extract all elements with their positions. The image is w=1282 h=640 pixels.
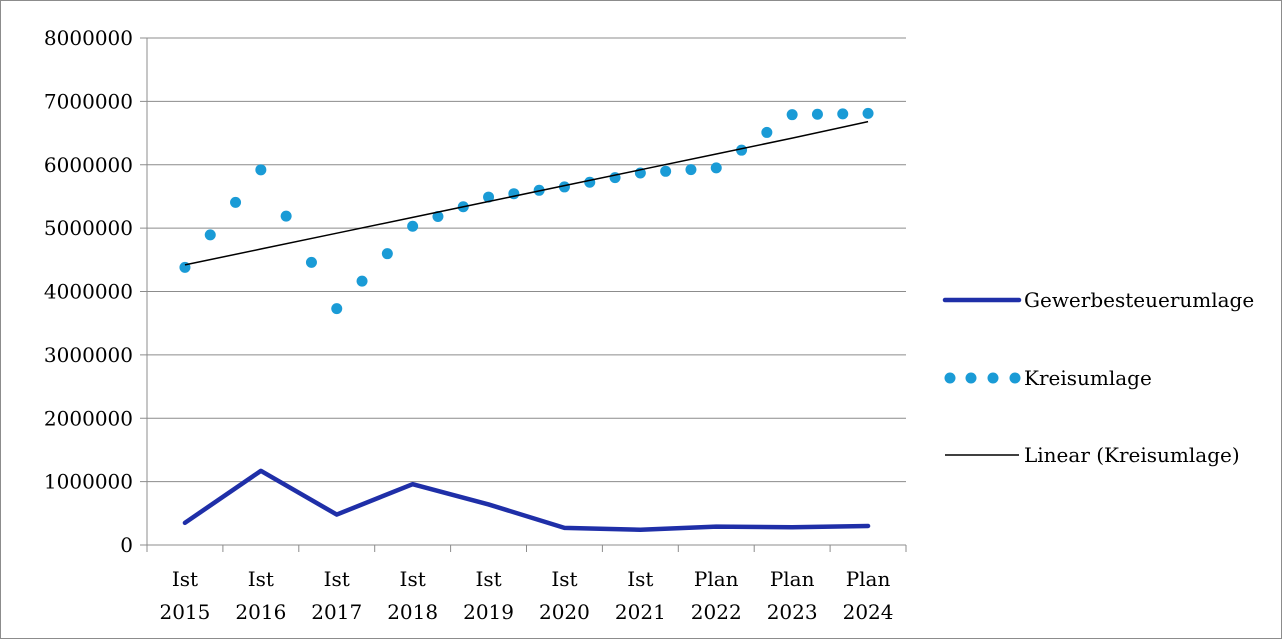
x-tick-label-line: Ist <box>172 567 198 591</box>
legend-item: Gewerbesteuerumlage <box>945 288 1254 312</box>
x-tick-label: Plan 2022 <box>691 567 742 624</box>
gridlines <box>147 38 906 482</box>
x-tick-label-line: 2024 <box>843 600 894 624</box>
x-tick-label-line: Ist <box>475 567 501 591</box>
legend-swatch-dot <box>988 373 999 384</box>
x-tick-label-line: Plan <box>694 567 739 591</box>
x-tick-label: Plan 2024 <box>843 567 894 624</box>
trend-line <box>185 122 868 265</box>
y-axis-tick-labels: 0 1000000 2000000 3000000 4000000 5000000 6000… <box>44 26 133 557</box>
series-linear-kreisumlage <box>185 122 868 265</box>
y-tick-label: 0 <box>120 533 133 557</box>
dot-marker <box>787 109 798 120</box>
x-tick-label: Ist 2017 <box>311 567 362 624</box>
y-tick-label: 8000000 <box>44 26 133 50</box>
legend-label: Kreisumlage <box>1024 366 1152 390</box>
y-tick-label: 6000000 <box>44 153 133 177</box>
legend-label: Gewerbesteuerumlage <box>1024 288 1254 312</box>
x-tick-label-line: Ist <box>627 567 653 591</box>
x-tick-label-line: 2015 <box>159 600 210 624</box>
x-axis-tick-labels: Ist 2015 Ist 2016 Ist 2017 Ist 2018 Ist 2019 Ist 20… <box>159 567 893 624</box>
legend-swatch-dot <box>945 373 956 384</box>
dot-marker <box>711 162 722 173</box>
series-gewerbesteuerumlage <box>185 471 868 530</box>
legend: Gewerbesteuerumlage Kreisumlage Linear (Kr… <box>945 288 1255 467</box>
dot-marker <box>761 127 772 138</box>
x-tick-label-line: Ist <box>551 567 577 591</box>
dot-marker <box>205 229 216 240</box>
dot-marker <box>685 164 696 175</box>
x-tick-label-line: Plan <box>770 567 815 591</box>
dot-marker <box>812 109 823 120</box>
x-tick-label-line: 2022 <box>691 600 742 624</box>
x-tick-label-line: Ist <box>324 567 350 591</box>
series-line <box>185 471 868 530</box>
x-tick-label: Ist 2019 <box>463 567 514 624</box>
dot-marker <box>331 303 342 314</box>
series-kreisumlage <box>179 108 873 314</box>
dot-marker <box>306 257 317 268</box>
x-tick-label-line: Plan <box>846 567 891 591</box>
dot-marker <box>584 177 595 188</box>
dot-marker <box>230 197 241 208</box>
dot-marker <box>281 211 292 222</box>
y-tick-label: 7000000 <box>44 89 133 113</box>
y-tick-label: 4000000 <box>44 280 133 304</box>
dot-marker <box>837 108 848 119</box>
x-tick-label: Plan 2023 <box>767 567 818 624</box>
dot-marker <box>660 166 671 177</box>
dot-marker <box>357 276 368 287</box>
x-tick-label-line: 2017 <box>311 600 362 624</box>
x-tick-label-line: 2023 <box>767 600 818 624</box>
x-tick-label: Ist 2015 <box>159 567 210 624</box>
x-tick-label-line: 2021 <box>615 600 666 624</box>
legend-item: Linear (Kreisumlage) <box>945 443 1240 467</box>
y-tick-label: 2000000 <box>44 406 133 430</box>
legend-label: Linear (Kreisumlage) <box>1024 443 1240 467</box>
dot-marker <box>382 248 393 259</box>
x-tick-label-line: Ist <box>400 567 426 591</box>
x-tick-label-line: 2016 <box>235 600 286 624</box>
dot-marker <box>407 221 418 232</box>
y-tick-label: 5000000 <box>44 216 133 240</box>
series-layer <box>179 108 873 530</box>
x-tick-label: Ist 2021 <box>615 567 666 624</box>
y-tick-label: 1000000 <box>44 470 133 494</box>
x-tick-label: Ist 2020 <box>539 567 590 624</box>
x-tick-label-line: Ist <box>248 567 274 591</box>
legend-swatch-dot <box>966 373 977 384</box>
legend-swatch-dot <box>1010 373 1021 384</box>
x-tick-label: Ist 2018 <box>387 567 438 624</box>
x-tick-label: Ist 2016 <box>235 567 286 624</box>
y-tick-label: 3000000 <box>44 343 133 367</box>
x-tick-label-line: 2020 <box>539 600 590 624</box>
dot-marker <box>255 164 266 175</box>
legend-item: Kreisumlage <box>945 366 1152 390</box>
x-tick-label-line: 2018 <box>387 600 438 624</box>
x-tick-label-line: 2019 <box>463 600 514 624</box>
dot-marker <box>863 108 874 119</box>
